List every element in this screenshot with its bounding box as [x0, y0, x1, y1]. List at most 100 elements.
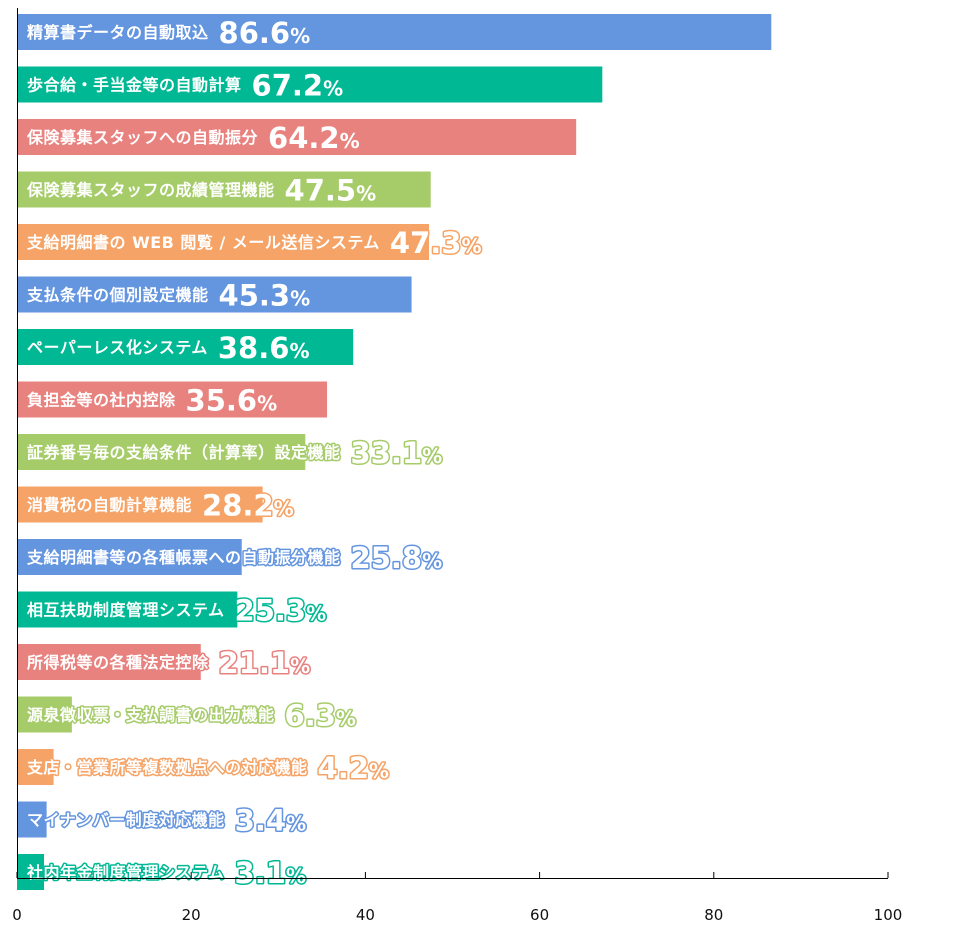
bar-value-number: 47.5	[285, 174, 357, 208]
bar-value-number: 3.4	[235, 804, 286, 838]
bar	[17, 381, 328, 418]
bar-value-number: 28.2	[202, 489, 274, 523]
bar-value-label: 38.6%	[218, 331, 310, 365]
bar-value-unit: %	[257, 392, 277, 416]
bar-value-unit: %	[290, 287, 310, 311]
bar	[17, 591, 238, 628]
bar-value-number: 4.2	[318, 751, 369, 785]
bar-value-number: 86.6	[219, 16, 291, 50]
bar-category-label: 支払条件の個別設定機能	[26, 286, 209, 305]
bar-value-unit: %	[290, 24, 310, 48]
bar-value-number: 25.3	[235, 594, 307, 628]
bar-value-unit: %	[422, 444, 442, 468]
bar	[17, 854, 45, 890]
bar-value-unit: %	[286, 812, 306, 836]
bar-value-unit: %	[461, 234, 481, 258]
bar-value-number: 6.3	[285, 699, 336, 733]
bar-category-label: 消費税の自動計算機能	[27, 496, 192, 515]
bar-value-unit: %	[356, 182, 376, 206]
bar-category-label: ペーパーレス化システム	[27, 338, 208, 357]
bar-value-unit: %	[323, 77, 343, 101]
bar-value-number: 38.6	[218, 331, 290, 365]
bar	[17, 119, 577, 155]
bar	[17, 539, 242, 575]
bar-value-unit: %	[290, 654, 310, 678]
bar-value-number: 67.2	[252, 69, 324, 103]
x-tick-label: 60	[530, 906, 549, 924]
bar-group: 相互扶助制度管理システム 25.3%	[17, 591, 328, 629]
bar	[17, 14, 772, 50]
bar-value-label: 6.3%	[285, 699, 356, 733]
bar-category-label: 支店・営業所等複数拠点への対応機能	[26, 758, 308, 777]
bar-value-unit: %	[289, 339, 309, 363]
bar-category-label: 証券番号毎の支給条件（計算率）設定機能	[27, 443, 341, 462]
bar-group: 負担金等の社内控除 35.6%	[17, 381, 328, 419]
bar-value-label: 21.1%	[219, 646, 311, 680]
bar-value-label: 25.3%	[235, 594, 327, 628]
bars-layer: 精算書データの自動取込 86.6%歩合給・手当金等の自動計算 67.2%保険募集スタ…	[17, 14, 772, 892]
bar-value-number: 45.3	[219, 279, 291, 313]
bar	[17, 801, 47, 838]
bar-value-label: 45.3%	[219, 279, 311, 313]
bar-category-label: 保険募集スタッフへの自動振分	[26, 128, 258, 147]
bar-group: 証券番号毎の支給条件（計算率）設定機能 33.1%	[17, 434, 444, 472]
bar-value-label: 86.6%	[219, 16, 311, 50]
bar-category-label: 支給明細書等の各種帳票への自動振分機能	[26, 548, 341, 567]
bar	[17, 66, 603, 103]
bar-value-number: 47.3	[390, 226, 462, 260]
bar	[17, 644, 201, 680]
bar-category-label: 源泉徴収票・支払調書の出力機能	[27, 706, 275, 725]
bar-group: 支払条件の個別設定機能 45.3%	[17, 276, 412, 314]
bar	[17, 276, 412, 313]
bar-value-number: 64.2	[268, 121, 340, 155]
bar-value-label: 3.4%	[235, 804, 306, 838]
bar-category-label: 社内年金制度管理システム	[26, 863, 225, 882]
bar-group: 消費税の自動計算機能 28.2%	[17, 486, 295, 524]
bar-group: 源泉徴収票・支払調書の出力機能 6.3%	[17, 696, 357, 734]
bar-value-unit: %	[340, 129, 360, 153]
bar-value-label: 28.2%	[202, 489, 294, 523]
bar-category-label: 相互扶助制度管理システム	[27, 601, 225, 620]
x-tick-label: 20	[182, 906, 201, 924]
bar-value-label: 25.8%	[351, 541, 443, 575]
bar-group: 支給明細書等の各種帳票への自動振分機能 25.8%	[17, 539, 444, 577]
bar-value-number: 25.8	[351, 541, 423, 575]
bar-value-label: 4.2%	[318, 751, 389, 785]
x-tick-label: 0	[12, 906, 22, 924]
bar-category-label: 精算書データの自動取込	[27, 23, 209, 42]
bar	[17, 224, 429, 260]
bar-category-label: マイナンバー制度対応機能	[27, 811, 225, 830]
x-tick-label: 100	[874, 906, 903, 924]
bar-group: 支給明細書の WEB 閲覧 / メール送信システム 47.3%	[17, 224, 483, 262]
bar-value-unit: %	[286, 864, 306, 888]
bar-category-label: 所得税等の各種法定控除	[27, 653, 209, 672]
x-tick-label: 80	[704, 906, 723, 924]
bar-group: 精算書データの自動取込 86.6%	[17, 14, 772, 52]
bar-category-label: 負担金等の社内控除	[27, 391, 176, 410]
bar-group: 支店・営業所等複数拠点への対応機能 4.2%	[17, 749, 390, 787]
bar	[17, 749, 54, 785]
bar-category-label: 歩合給・手当金等の自動計算	[27, 76, 242, 95]
bar-value-label: 3.1%	[235, 856, 306, 890]
x-axis: 0 20 40 60 80 100	[12, 8, 902, 924]
bar	[17, 696, 72, 733]
bar-value-label: 35.6%	[186, 384, 278, 418]
bar-value-number: 35.6	[186, 384, 258, 418]
bar	[17, 434, 306, 470]
bar	[17, 171, 431, 208]
bar-value-number: 21.1	[219, 646, 291, 680]
bar-value-label: 67.2%	[252, 69, 344, 103]
bar-value-number: 3.1	[235, 856, 286, 890]
bar-value-number: 33.1	[351, 436, 423, 470]
bar-value-unit: %	[306, 602, 326, 626]
bar-value-unit: %	[274, 497, 294, 521]
bar-group: 歩合給・手当金等の自動計算 67.2%	[17, 66, 603, 104]
bar	[17, 329, 354, 365]
bar-value-unit: %	[336, 707, 356, 731]
bar-group: 保険募集スタッフの成績管理機能 47.5%	[17, 171, 431, 209]
bar-value-label: 33.1%	[351, 436, 443, 470]
bar-group: 所得税等の各種法定控除 21.1%	[17, 644, 312, 682]
bar-value-label: 64.2%	[268, 121, 360, 155]
bar	[17, 486, 263, 523]
